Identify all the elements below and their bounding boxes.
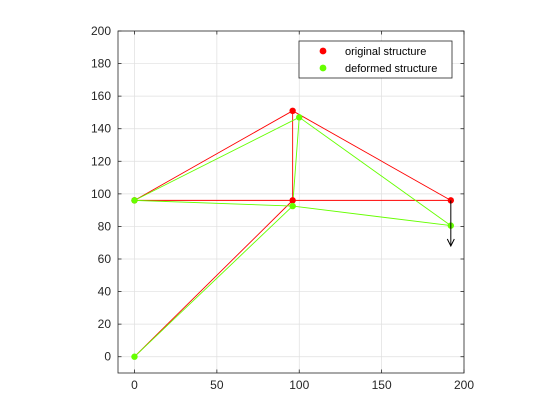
y-tick-label: 100 [91,187,111,201]
y-tick-label: 180 [91,57,111,71]
deformed-member [134,199,293,207]
y-tick-label: 140 [91,122,111,136]
deformed-member [298,116,452,226]
legend: original structure deformed structure [298,40,453,79]
deformed-member [134,116,300,201]
legend-label: deformed structure [345,63,437,75]
legend-box [298,40,453,79]
y-tick-label: 160 [91,89,111,103]
original-node [289,107,296,115]
deformed-node [131,353,138,360]
original-node [289,197,296,204]
deformed-member [292,117,300,207]
deformed-node [131,197,138,204]
original-member [292,110,452,201]
load-arrow [446,200,455,248]
y-tick-label: 60 [98,252,112,266]
members [134,110,452,358]
y-tick-label: 80 [98,219,112,233]
y-tick-label: 40 [98,285,112,299]
legend-marker [319,64,327,72]
x-tick-label: 200 [454,378,474,392]
legend-marker [319,47,327,55]
y-tick-label: 120 [91,154,111,168]
ticks: 0 50 100 150 200 0 20 40 60 80 100 120 140 160 180 200 [91,24,474,392]
original-member [134,200,293,358]
plot-frame [117,30,465,374]
deformed-node [296,114,303,121]
deformed-member [292,205,451,227]
x-tick-label: 0 [131,378,138,392]
original-member [134,110,293,201]
x-tick-label: 50 [210,378,224,392]
x-tick-label: 100 [289,378,309,392]
deformed-member [134,205,293,358]
load-arrow-head [446,238,455,248]
y-tick-label: 20 [98,317,112,331]
nodes [131,107,455,360]
legend-label: original structure [345,46,426,58]
y-tick-label: 0 [104,350,111,364]
y-tick-label: 200 [91,24,111,38]
x-tick-label: 150 [372,378,392,392]
deformed-node [289,202,296,210]
